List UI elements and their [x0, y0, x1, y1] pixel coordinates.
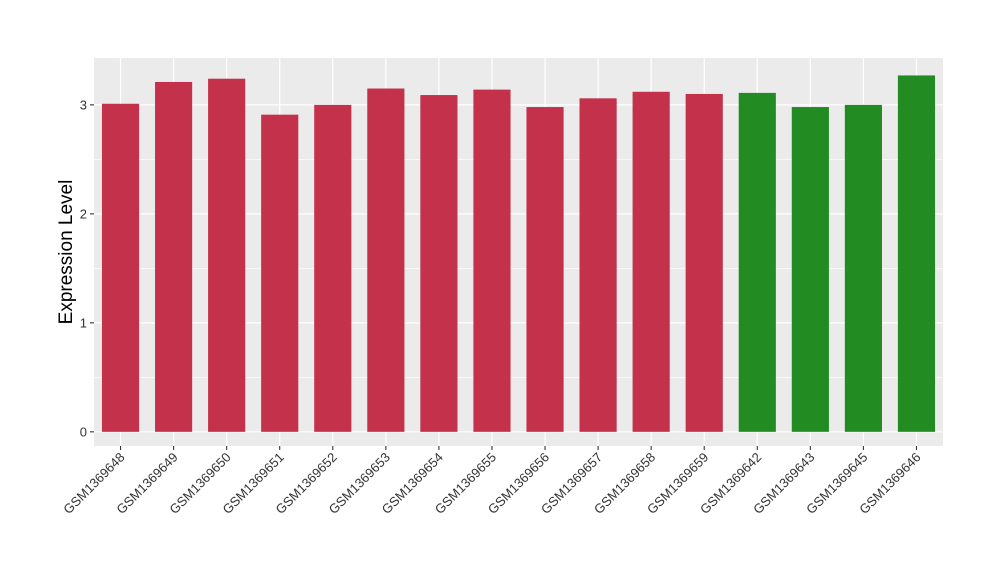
bar-GSM1369652 — [314, 104, 352, 432]
bar-GSM1369658 — [632, 91, 670, 432]
bar-GSM1369643 — [791, 107, 829, 432]
bar-GSM1369650 — [208, 78, 246, 432]
bar-GSM1369648 — [101, 103, 140, 432]
bars — [101, 75, 936, 432]
bar-GSM1369656 — [526, 107, 564, 432]
bar-GSM1369642 — [738, 92, 776, 432]
bar-GSM1369655 — [473, 89, 511, 432]
bar-GSM1369645 — [844, 104, 882, 432]
y-axis: 0 1 2 3 — [80, 97, 94, 439]
bar-GSM1369651 — [261, 114, 299, 432]
bar-GSM1369649 — [155, 81, 193, 432]
y-tick-label: 2 — [80, 206, 87, 221]
bar-GSM1369654 — [420, 95, 458, 432]
y-axis-title: Expression Level — [56, 180, 77, 325]
bar-GSM1369659 — [685, 93, 723, 432]
bar-GSM1369657 — [579, 98, 617, 432]
bar-GSM1369653 — [367, 88, 405, 432]
y-tick-label: 0 — [80, 424, 87, 439]
y-tick-label: 3 — [80, 97, 87, 112]
y-tick-label: 1 — [80, 315, 87, 330]
x-axis: GSM1369648GSM1369649GSM1369650GSM1369651… — [60, 446, 924, 517]
bar-GSM1369646 — [897, 75, 936, 432]
